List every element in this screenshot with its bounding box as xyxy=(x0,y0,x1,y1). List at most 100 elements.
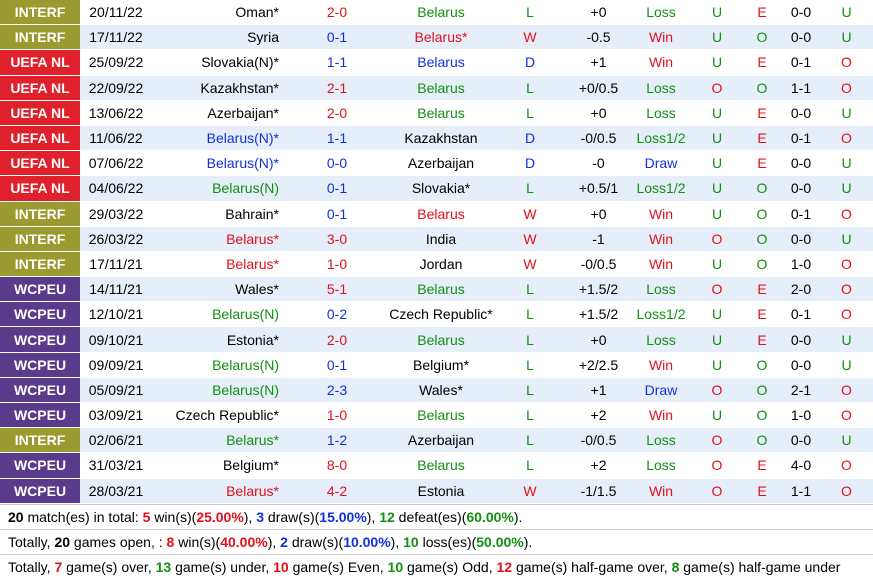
half-score: 0-0 xyxy=(782,0,820,26)
summary-text: Totally, xyxy=(8,558,55,575)
half-score: 0-0 xyxy=(782,150,820,177)
date: 17/11/21 xyxy=(80,251,152,278)
competition: UEFA NL xyxy=(0,175,80,202)
result: L xyxy=(493,175,567,202)
away-team: Belarus xyxy=(389,0,493,26)
away-team: Belarus xyxy=(389,326,493,353)
half-over-under: O xyxy=(820,276,873,303)
home-team: Belarus(N) xyxy=(152,175,285,202)
over-under: O xyxy=(692,276,742,303)
home-team: Belarus(N) xyxy=(152,377,285,404)
half-over-under: O xyxy=(820,75,873,101)
handicap: +2 xyxy=(567,452,630,479)
handicap: -1/1.5 xyxy=(567,478,630,504)
handicap: +0 xyxy=(567,0,630,26)
half-score: 0-1 xyxy=(782,49,820,76)
half-score: 0-1 xyxy=(782,201,820,227)
competition: WCPEU xyxy=(0,478,80,504)
handicap-result: Loss xyxy=(630,100,692,126)
over-under: U xyxy=(692,326,742,353)
over-under: U xyxy=(692,100,742,126)
half-score: 0-1 xyxy=(782,301,820,328)
summary-text: ), xyxy=(243,508,257,525)
date: 22/09/22 xyxy=(80,75,152,101)
home-team: Czech Republic* xyxy=(152,402,285,429)
half-over-under: O xyxy=(820,402,873,429)
summary-text: win(s)( xyxy=(150,508,197,525)
home-team: Belarus* xyxy=(152,427,285,454)
handicap-result: Loss xyxy=(630,75,692,101)
match-row: WCPEU 14/11/21 Wales* 5-1 Belarus L +1.5/2 Loss… xyxy=(0,276,873,303)
match-row: UEFA NL 13/06/22 Azerbaijan* 2-0 Belarus L +0 L… xyxy=(0,100,873,126)
match-row: UEFA NL 07/06/22 Belarus(N)* 0-0 Azerbaijan D… xyxy=(0,150,873,177)
score: 0-1 xyxy=(285,24,389,51)
summary-text: loss(es)( xyxy=(418,533,477,550)
summary: 20 match(es) in total: 5 win(s)(25.00%),… xyxy=(0,503,873,579)
over-under: U xyxy=(692,125,742,152)
result: L xyxy=(493,452,567,479)
over-under: O xyxy=(692,226,742,252)
summary-text: game(s) under, xyxy=(171,558,274,575)
score: 0-1 xyxy=(285,201,389,227)
summary-text: 15.00% xyxy=(319,508,367,525)
result: L xyxy=(493,402,567,429)
half-over-under: U xyxy=(820,427,873,454)
half-score: 1-1 xyxy=(782,478,820,504)
date: 12/10/21 xyxy=(80,301,152,328)
half-over-under: O xyxy=(820,377,873,404)
over-under: U xyxy=(692,301,742,328)
odd-even: E xyxy=(742,49,782,76)
handicap: +1.5/2 xyxy=(567,276,630,303)
handicap-result: Win xyxy=(630,352,692,378)
summary-text: 2 xyxy=(280,533,288,550)
away-team: Belarus xyxy=(389,452,493,479)
odd-even: E xyxy=(742,301,782,328)
home-team: Syria xyxy=(152,24,285,51)
date: 11/06/22 xyxy=(80,125,152,152)
odd-even: E xyxy=(742,326,782,353)
competition: UEFA NL xyxy=(0,150,80,177)
match-row: INTERF 26/03/22 Belarus* 3-0 India W -1 Win O O 0-… xyxy=(0,226,873,252)
half-over-under: U xyxy=(820,226,873,252)
over-under: U xyxy=(692,24,742,51)
half-score: 2-0 xyxy=(782,276,820,303)
odd-even: E xyxy=(742,100,782,126)
date: 09/10/21 xyxy=(80,326,152,353)
score: 8-0 xyxy=(285,452,389,479)
odd-even: E xyxy=(742,452,782,479)
handicap: +0/0.5 xyxy=(567,75,630,101)
date: 20/11/22 xyxy=(80,0,152,26)
home-team: Belgium* xyxy=(152,452,285,479)
competition: WCPEU xyxy=(0,377,80,404)
summary-text: draw(s)( xyxy=(264,508,320,525)
summary-text: 8 xyxy=(671,558,680,575)
odd-even: O xyxy=(742,377,782,404)
summary-text: 10 xyxy=(387,558,404,575)
half-over-under: U xyxy=(820,175,873,202)
handicap: +1 xyxy=(567,49,630,76)
match-row: WCPEU 12/10/21 Belarus(N) 0-2 Czech Republic… xyxy=(0,301,873,328)
away-team: Belarus xyxy=(389,75,493,101)
summary-text: 20 xyxy=(54,533,71,550)
summary-text: 25.00% xyxy=(196,508,244,525)
over-under: U xyxy=(692,402,742,429)
result: D xyxy=(493,150,567,177)
score: 1-0 xyxy=(285,402,389,429)
summary-text: 7 xyxy=(54,558,63,575)
summary-text: match(es) in total: xyxy=(23,508,143,525)
results-table: INTERF 20/11/22 Oman* 2-0 Belarus L +0 Loss U E 0-… xyxy=(0,0,873,504)
handicap: +0.5/1 xyxy=(567,175,630,202)
match-row: UEFA NL 04/06/22 Belarus(N) 0-1 Slovakia* L +0… xyxy=(0,175,873,202)
match-row: INTERF 17/11/22 Syria 0-1 Belarus* W -0.5 Win U O… xyxy=(0,24,873,51)
result: L xyxy=(493,100,567,126)
handicap-result: Loss1/2 xyxy=(630,125,692,152)
away-team: Wales* xyxy=(389,377,493,404)
handicap: +0 xyxy=(567,100,630,126)
handicap-result: Loss xyxy=(630,276,692,303)
handicap-result: Win xyxy=(630,478,692,504)
home-team: Belarus(N)* xyxy=(152,150,285,177)
competition: WCPEU xyxy=(0,452,80,479)
half-over-under: U xyxy=(820,352,873,378)
score: 2-1 xyxy=(285,75,389,101)
away-team: Jordan xyxy=(389,251,493,278)
